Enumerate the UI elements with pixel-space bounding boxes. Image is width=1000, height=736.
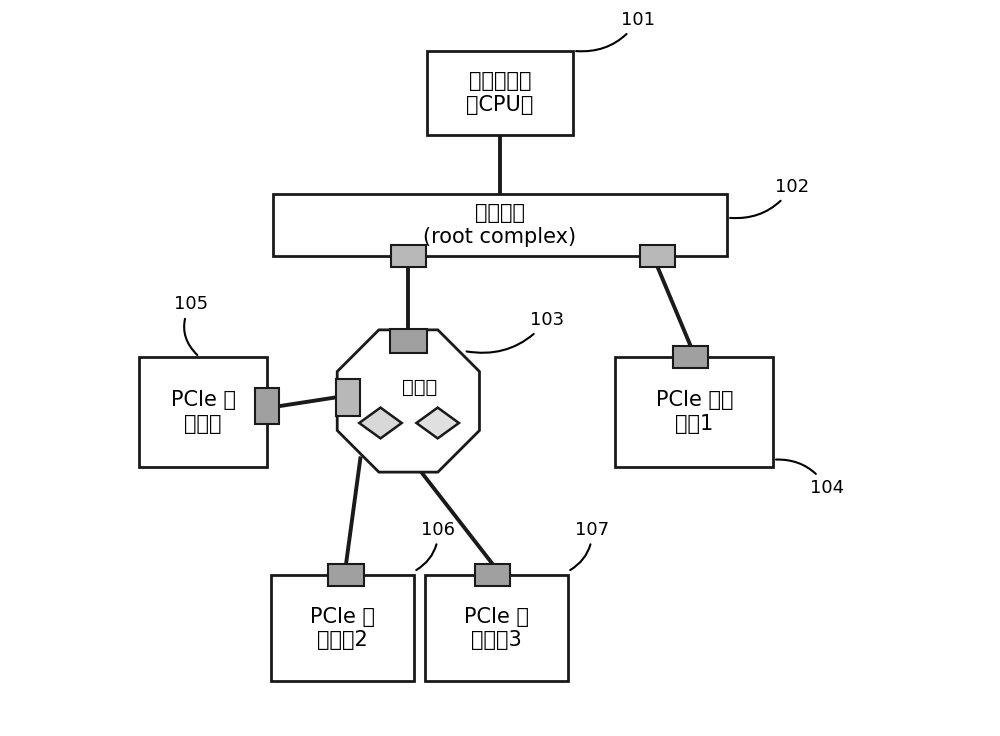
Text: 中央处理器
（CPU）: 中央处理器 （CPU） (466, 71, 534, 115)
Text: 102: 102 (730, 178, 809, 218)
Bar (427, 51, 573, 135)
Bar (271, 575, 414, 682)
Bar (139, 357, 267, 467)
Text: 101: 101 (576, 11, 655, 52)
Bar (273, 194, 727, 256)
Polygon shape (337, 330, 479, 472)
Text: 104: 104 (776, 459, 844, 497)
Text: PCIe 节
点设备3: PCIe 节 点设备3 (464, 606, 529, 650)
Text: 106: 106 (416, 521, 455, 570)
Bar (640, 245, 675, 267)
Bar (615, 357, 773, 467)
Text: PCIe 节
点设备2: PCIe 节 点设备2 (310, 606, 375, 650)
Text: 交换机: 交换机 (402, 378, 437, 397)
Text: 107: 107 (570, 521, 609, 570)
Bar (475, 564, 510, 586)
Bar (336, 379, 360, 416)
Text: PCIe 节
点设备: PCIe 节 点设备 (171, 390, 236, 434)
Polygon shape (416, 408, 459, 439)
Bar (425, 575, 568, 682)
Polygon shape (359, 408, 402, 439)
Bar (391, 245, 426, 267)
Bar (328, 564, 364, 586)
Bar (390, 329, 427, 353)
Bar (673, 346, 708, 368)
Text: 105: 105 (174, 295, 208, 355)
Text: 103: 103 (467, 311, 564, 353)
Text: PCIe 节点
设备1: PCIe 节点 设备1 (656, 390, 733, 434)
Text: 根联合体
(root complex): 根联合体 (root complex) (423, 203, 577, 247)
Bar (255, 388, 279, 425)
